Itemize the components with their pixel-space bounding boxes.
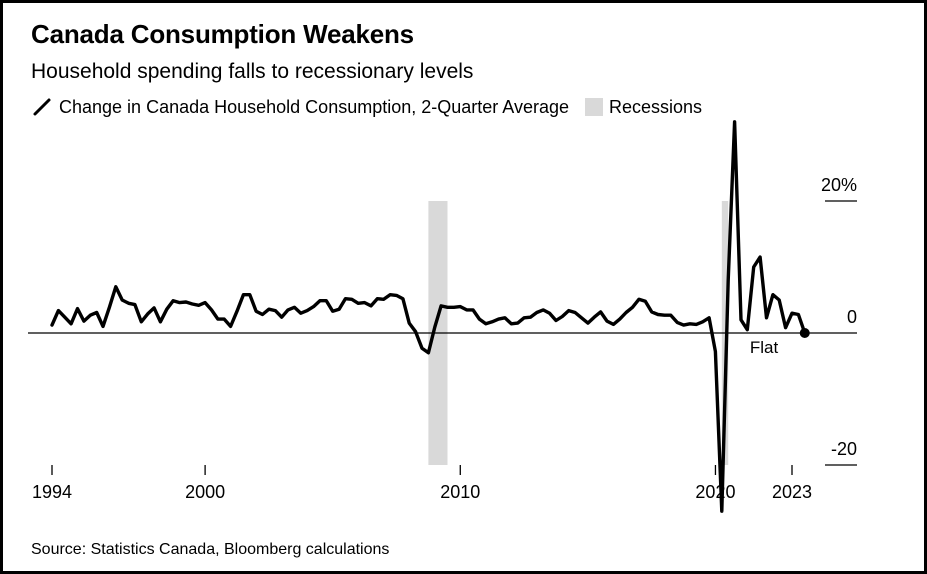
recession-swatch-icon bbox=[585, 98, 603, 116]
x-tick-label: 2023 bbox=[772, 482, 812, 502]
series-line-0 bbox=[50, 120, 807, 513]
legend-item-recessions: Recessions bbox=[585, 97, 702, 118]
annotations: Flat bbox=[750, 338, 779, 357]
annotation-label: Flat bbox=[750, 338, 779, 357]
source-note: Source: Statistics Canada, Bloomberg cal… bbox=[31, 541, 390, 558]
legend: Change in Canada Household Consumption, … bbox=[31, 95, 718, 119]
y-tick-label: -20 bbox=[831, 439, 857, 459]
last-point-marker bbox=[799, 328, 810, 338]
line-swatch-icon bbox=[33, 98, 51, 116]
legend-label-recessions: Recessions bbox=[609, 96, 703, 117]
legend-label-consumption: Change in Canada Household Consumption, … bbox=[59, 96, 569, 117]
x-axis: 1994 2000 2010 2020 2023 bbox=[32, 465, 812, 502]
x-tick-label: 1994 bbox=[32, 482, 72, 502]
y-tick-label: 20% bbox=[821, 175, 857, 195]
x-tick-label: 2020 bbox=[695, 482, 735, 502]
series-lines bbox=[50, 120, 810, 513]
chart-subtitle: Household spending falls to recessionary… bbox=[31, 60, 474, 83]
y-axis: 20% 0 -20 bbox=[821, 175, 857, 466]
x-tick-label: 2000 bbox=[185, 482, 225, 502]
x-tick-label: 2010 bbox=[440, 482, 480, 502]
y-tick-label: 0 bbox=[847, 307, 857, 327]
legend-item-consumption: Change in Canada Household Consumption, … bbox=[31, 96, 569, 118]
chart-title: Canada Consumption Weakens bbox=[31, 19, 414, 49]
